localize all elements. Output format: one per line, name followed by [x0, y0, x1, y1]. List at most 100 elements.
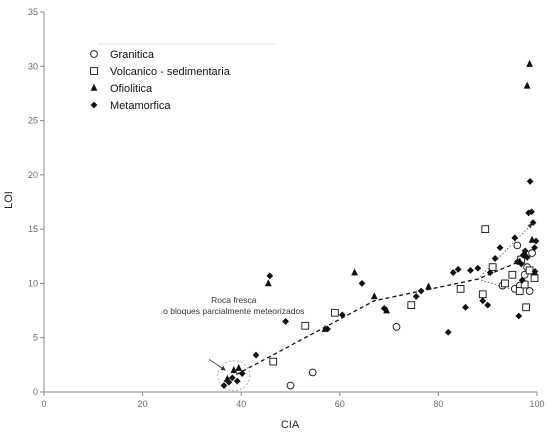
y-tick-label: 35 — [28, 7, 38, 17]
legend-label: Metamorfica — [110, 100, 171, 112]
data-point — [479, 297, 487, 305]
data-point — [513, 241, 522, 250]
data-point — [531, 244, 538, 251]
data-point — [486, 269, 494, 276]
data-points — [220, 59, 540, 390]
data-point — [523, 253, 531, 261]
data-point — [264, 279, 272, 287]
data-point — [308, 368, 317, 377]
legend-marker — [90, 50, 98, 58]
legend-box — [80, 44, 276, 116]
data-point — [351, 268, 358, 276]
data-point — [449, 269, 457, 276]
data-point — [358, 280, 366, 287]
data-point — [525, 287, 534, 295]
data-point — [252, 351, 260, 359]
data-point — [286, 381, 295, 390]
data-point — [225, 378, 233, 386]
legend-label: Volcanico - sedimentaria — [110, 66, 231, 78]
data-point — [444, 328, 452, 336]
x-tick-label: 20 — [138, 399, 148, 409]
data-point — [520, 280, 529, 289]
data-point — [484, 301, 492, 309]
data-point — [454, 265, 462, 273]
data-point — [228, 374, 236, 382]
data-point — [324, 325, 331, 333]
data-point — [508, 270, 517, 279]
data-point — [525, 266, 534, 275]
x-tick-label: 40 — [236, 399, 246, 409]
fresh-rock-circle — [217, 360, 251, 392]
data-point — [425, 282, 432, 290]
axes: 0 20 40 60 80 100 0 5 10 15 20 25 30 35 — [28, 7, 545, 409]
data-point — [238, 370, 246, 377]
data-point — [266, 272, 274, 280]
x-axis-title: CIA — [281, 419, 300, 431]
data-point — [467, 267, 474, 274]
trend-arrow — [477, 223, 533, 280]
data-point — [301, 321, 310, 330]
data-point — [462, 303, 469, 311]
data-point — [529, 219, 537, 227]
data-point — [230, 366, 238, 374]
data-point — [531, 268, 539, 275]
data-point — [412, 293, 420, 300]
data-point — [517, 260, 525, 268]
data-point — [233, 377, 241, 385]
legend-marker — [90, 101, 98, 109]
y-tick-label: 0 — [33, 387, 38, 397]
data-point — [380, 305, 388, 312]
data-point — [518, 276, 526, 284]
data-point — [481, 225, 490, 233]
data-point — [526, 59, 534, 67]
trend-line — [223, 255, 533, 382]
data-point — [456, 285, 465, 293]
data-point — [269, 357, 278, 366]
data-point — [407, 301, 416, 309]
data-point — [383, 306, 391, 314]
data-point — [515, 312, 523, 320]
data-point — [532, 237, 540, 245]
data-point — [496, 244, 504, 251]
data-point — [526, 177, 534, 185]
data-point — [523, 81, 531, 89]
data-point — [417, 287, 425, 295]
x-tick-label: 80 — [433, 399, 443, 409]
x-tick-label: 0 — [41, 399, 46, 409]
y-tick-label: 5 — [33, 333, 38, 343]
data-point — [522, 303, 531, 312]
y-tick-label: 20 — [28, 170, 38, 180]
series-metamorfica — [220, 177, 540, 389]
data-point — [331, 308, 339, 317]
annotation-arrow — [208, 359, 226, 371]
data-point — [474, 264, 482, 272]
annotation-line: Roca fresca — [211, 295, 257, 305]
x-tick-label: 60 — [335, 399, 345, 409]
series-granitica — [286, 241, 536, 390]
y-tick-label: 25 — [28, 116, 38, 126]
annotation-line: o bloques parcialmente meteorizados — [163, 306, 304, 316]
data-point — [501, 279, 509, 288]
y-axis-title: LOI — [3, 191, 15, 209]
data-point — [515, 287, 524, 295]
data-point — [528, 208, 535, 216]
legend-label: Granitica — [110, 49, 155, 61]
y-tick-label: 10 — [28, 278, 38, 288]
data-point — [338, 311, 346, 319]
data-point — [491, 255, 499, 262]
legend: Granitica Volcanico - sedimentaria Ofiolit… — [80, 43, 276, 116]
data-point — [511, 234, 519, 242]
x-tick-label: 100 — [529, 399, 544, 409]
y-tick-label: 30 — [28, 61, 38, 71]
data-point — [392, 323, 401, 331]
legend-marker — [90, 83, 98, 91]
data-point — [521, 247, 529, 255]
data-point — [282, 318, 289, 325]
data-point — [528, 249, 536, 257]
data-point — [235, 363, 243, 371]
series-volcanico-sedimentaria — [269, 225, 539, 366]
data-point — [220, 382, 228, 389]
